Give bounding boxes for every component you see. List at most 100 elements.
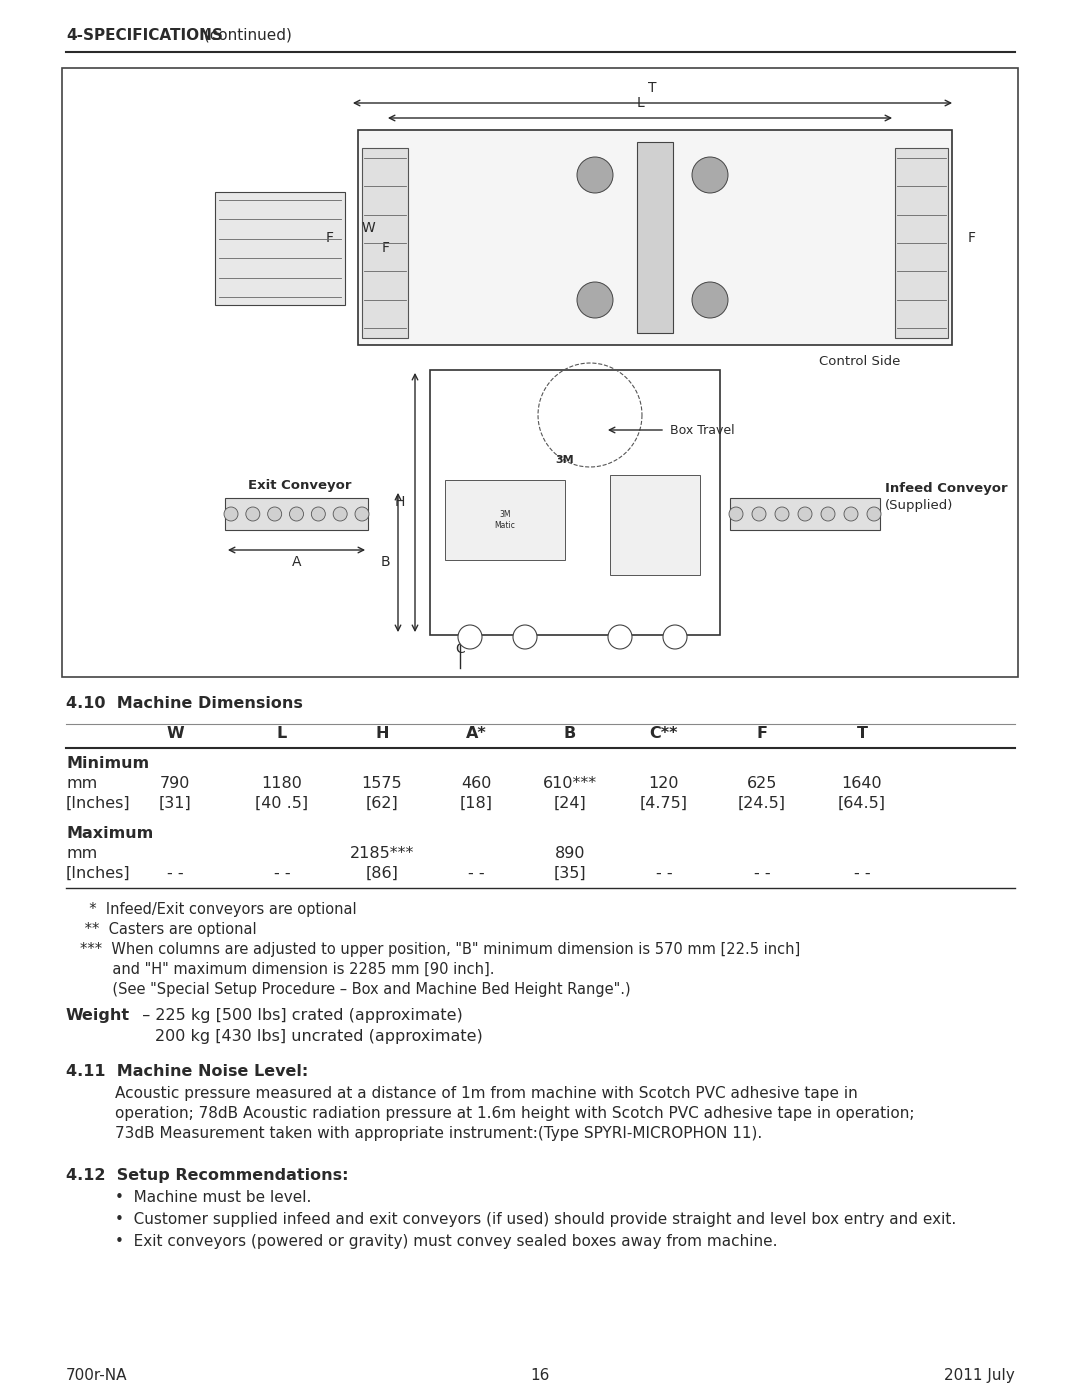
Text: 610***: 610*** — [543, 775, 597, 791]
Text: Acoustic pressure measured at a distance of 1m from machine with Scotch PVC adhe: Acoustic pressure measured at a distance… — [114, 1085, 858, 1101]
Circle shape — [246, 507, 260, 521]
Text: ***  When columns are adjusted to upper position, "B" minimum dimension is 570 m: *** When columns are adjusted to upper p… — [80, 942, 800, 957]
Text: *  Infeed/Exit conveyors are optional: * Infeed/Exit conveyors are optional — [80, 902, 356, 916]
Text: 460: 460 — [461, 775, 491, 791]
Text: 890: 890 — [555, 847, 585, 861]
Text: [18]: [18] — [459, 796, 492, 812]
Text: (continued): (continued) — [199, 28, 292, 43]
Text: [Inches]: [Inches] — [66, 866, 131, 882]
Text: 625: 625 — [746, 775, 778, 791]
Text: [4.75]: [4.75] — [640, 796, 688, 812]
Text: B: B — [564, 726, 576, 740]
Bar — [895, 148, 948, 338]
Text: (See "Special Setup Procedure – Box and Machine Bed Height Range".): (See "Special Setup Procedure – Box and … — [80, 982, 631, 997]
Text: 73dB Measurement taken with appropriate instrument:(Type SPYRI-MICROPHON 11).: 73dB Measurement taken with appropriate … — [114, 1126, 762, 1141]
Text: Maximum: Maximum — [66, 826, 153, 841]
Text: H: H — [375, 726, 389, 740]
Text: F: F — [326, 231, 334, 244]
Text: 1640: 1640 — [841, 775, 882, 791]
Text: mm: mm — [66, 847, 97, 861]
Text: - -: - - — [853, 866, 870, 882]
Circle shape — [577, 156, 613, 193]
Circle shape — [752, 507, 766, 521]
Circle shape — [843, 507, 858, 521]
Circle shape — [311, 507, 325, 521]
Text: F: F — [382, 240, 390, 254]
Circle shape — [513, 624, 537, 650]
Text: [64.5]: [64.5] — [838, 796, 886, 812]
Text: B: B — [380, 556, 390, 570]
Text: - -: - - — [656, 866, 673, 882]
Circle shape — [821, 507, 835, 521]
Text: [62]: [62] — [366, 796, 399, 812]
Text: 3M: 3M — [556, 455, 575, 465]
Text: 4.12  Setup Recommendations:: 4.12 Setup Recommendations: — [66, 1168, 349, 1183]
Text: [24.5]: [24.5] — [738, 796, 786, 812]
Text: •  Customer supplied infeed and exit conveyors (if used) should provide straight: • Customer supplied infeed and exit conv… — [114, 1213, 956, 1227]
Text: •  Exit conveyors (powered or gravity) must convey sealed boxes away from machin: • Exit conveyors (powered or gravity) mu… — [114, 1234, 778, 1249]
Circle shape — [355, 507, 369, 521]
Text: 3M
Matic: 3M Matic — [495, 510, 515, 529]
Text: - -: - - — [468, 866, 484, 882]
Circle shape — [729, 507, 743, 521]
Circle shape — [608, 624, 632, 650]
Circle shape — [798, 507, 812, 521]
Text: H: H — [394, 496, 405, 510]
Text: [35]: [35] — [554, 866, 586, 882]
Text: - -: - - — [273, 866, 291, 882]
Text: 4-SPECIFICATIONS: 4-SPECIFICATIONS — [66, 28, 222, 43]
Text: - -: - - — [166, 866, 184, 882]
Text: L: L — [276, 726, 287, 740]
Text: A*: A* — [465, 726, 486, 740]
Text: 700r-NA: 700r-NA — [66, 1368, 127, 1383]
Circle shape — [333, 507, 347, 521]
Text: 2011 July: 2011 July — [944, 1368, 1015, 1383]
Bar — [637, 142, 673, 332]
Bar — [215, 191, 345, 305]
Circle shape — [692, 156, 728, 193]
Bar — [610, 475, 700, 576]
Text: Exit Conveyor: Exit Conveyor — [248, 479, 352, 492]
Text: Infeed Conveyor: Infeed Conveyor — [885, 482, 1008, 495]
Circle shape — [224, 507, 238, 521]
Bar — [62, 68, 1018, 678]
Text: 1575: 1575 — [362, 775, 403, 791]
Text: C**: C** — [650, 726, 678, 740]
Text: operation; 78dB Acoustic radiation pressure at 1.6m height with Scotch PVC adhes: operation; 78dB Acoustic radiation press… — [114, 1106, 915, 1120]
Bar — [445, 481, 565, 560]
Circle shape — [692, 282, 728, 319]
Bar — [362, 148, 408, 338]
Text: [40 .5]: [40 .5] — [256, 796, 309, 812]
Text: W: W — [361, 221, 375, 235]
Text: Minimum: Minimum — [66, 756, 149, 771]
Text: F: F — [968, 231, 976, 244]
Text: 790: 790 — [160, 775, 190, 791]
Text: C: C — [455, 643, 464, 657]
Text: W: W — [166, 726, 184, 740]
Bar — [357, 130, 951, 345]
Text: Control Side: Control Side — [820, 355, 901, 367]
Text: **  Casters are optional: ** Casters are optional — [80, 922, 257, 937]
Text: [24]: [24] — [554, 796, 586, 812]
Text: Weight: Weight — [66, 1009, 130, 1023]
Text: A: A — [292, 555, 301, 569]
Bar — [225, 497, 368, 529]
Text: T: T — [856, 726, 867, 740]
Text: [31]: [31] — [159, 796, 191, 812]
Text: 4.11  Machine Noise Level:: 4.11 Machine Noise Level: — [66, 1065, 308, 1078]
Circle shape — [289, 507, 303, 521]
Circle shape — [775, 507, 789, 521]
Text: 4.10  Machine Dimensions: 4.10 Machine Dimensions — [66, 696, 302, 711]
Text: [Inches]: [Inches] — [66, 796, 131, 812]
Circle shape — [663, 624, 687, 650]
Text: •  Machine must be level.: • Machine must be level. — [114, 1190, 311, 1206]
Text: 120: 120 — [649, 775, 679, 791]
Text: 16: 16 — [530, 1368, 550, 1383]
Text: mm: mm — [66, 775, 97, 791]
Text: 2185***: 2185*** — [350, 847, 415, 861]
Text: T: T — [648, 81, 657, 95]
Bar — [430, 370, 720, 636]
Circle shape — [867, 507, 881, 521]
Text: Box Travel: Box Travel — [670, 423, 734, 436]
Text: – 225 kg [500 lbs] crated (approximate): – 225 kg [500 lbs] crated (approximate) — [132, 1009, 462, 1023]
